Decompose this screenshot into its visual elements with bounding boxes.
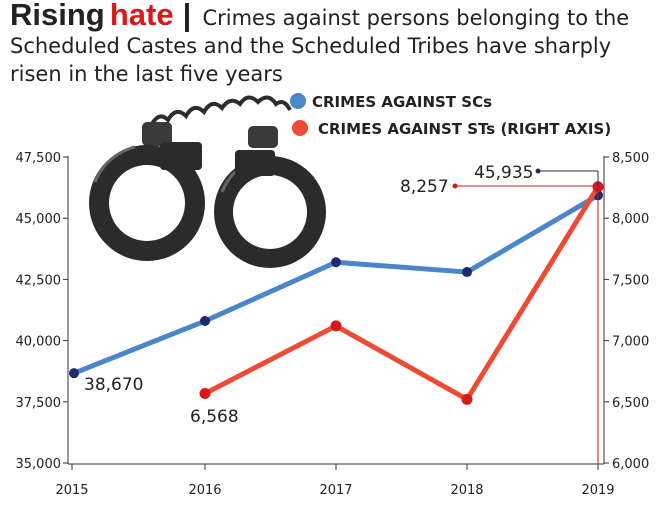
headline-separator: | <box>182 0 192 32</box>
series-sc <box>69 190 603 379</box>
left-tick-label: 35,000 <box>16 457 62 472</box>
left-tick-label: 42,500 <box>16 273 62 288</box>
data-label-sc-2019: 45,935 <box>474 163 533 183</box>
headline: Rising hate | Crimes against persons bel… <box>10 0 658 89</box>
x-axis: 2015 2016 2017 2018 2019 <box>55 464 615 498</box>
series-st-line <box>203 185 601 402</box>
right-tick-label: 7,500 <box>612 273 649 288</box>
x-tick-label: 2015 <box>55 483 88 498</box>
series-st <box>199 181 604 405</box>
right-tick-label: 7,000 <box>612 335 649 350</box>
legend-label-st: CRIMES AGAINST STs (RIGHT AXIS) <box>318 120 611 138</box>
x-tick-label: 2016 <box>188 483 221 498</box>
headline-accent: hate <box>109 0 174 32</box>
left-tick-label: 45,000 <box>16 212 62 227</box>
st-point-2016 <box>199 387 211 399</box>
x-tick-label: 2019 <box>581 483 614 498</box>
headline-title: Rising <box>10 0 105 32</box>
x-tick-label: 2018 <box>450 483 483 498</box>
x-tick-label: 2017 <box>319 483 352 498</box>
leader-dot-st <box>452 183 458 189</box>
sc-point-2016 <box>200 316 210 327</box>
legend: CRIMES AGAINST SCs CRIMES AGAINST STs (R… <box>290 93 611 138</box>
sc-point-2015 <box>69 368 79 379</box>
sc-point-2017 <box>331 257 341 268</box>
right-tick-label: 6,000 <box>612 457 649 472</box>
right-axis: 6,000 6,500 7,000 7,500 8,000 8,500 <box>604 151 649 472</box>
legend-swatch-sc <box>290 93 306 109</box>
left-tick-label: 40,000 <box>16 335 62 350</box>
handcuffs-icon <box>89 95 326 268</box>
right-tick-label: 8,000 <box>612 212 649 227</box>
data-label-st-2019: 8,257 <box>400 177 449 197</box>
legend-swatch-st <box>292 120 308 136</box>
st-point-2018 <box>461 393 473 405</box>
right-tick-label: 8,500 <box>612 151 649 166</box>
left-axis: 35,000 37,500 40,000 42,500 45,000 47,500 <box>16 151 68 472</box>
data-label-sc-2015: 38,670 <box>84 375 143 395</box>
right-tick-label: 6,500 <box>612 396 649 411</box>
data-labels: 38,670 6,568 8,257 45,935 <box>84 163 599 464</box>
headline-subtitle: Crimes against persons belonging to the … <box>10 6 630 86</box>
data-label-st-2016: 6,568 <box>190 407 239 427</box>
st-point-2017 <box>330 320 342 332</box>
leader-dot-sc <box>535 168 541 174</box>
left-tick-label: 47,500 <box>16 151 62 166</box>
legend-label-sc: CRIMES AGAINST SCs <box>312 93 492 111</box>
left-tick-label: 37,500 <box>16 396 62 411</box>
sc-point-2018 <box>462 267 472 278</box>
